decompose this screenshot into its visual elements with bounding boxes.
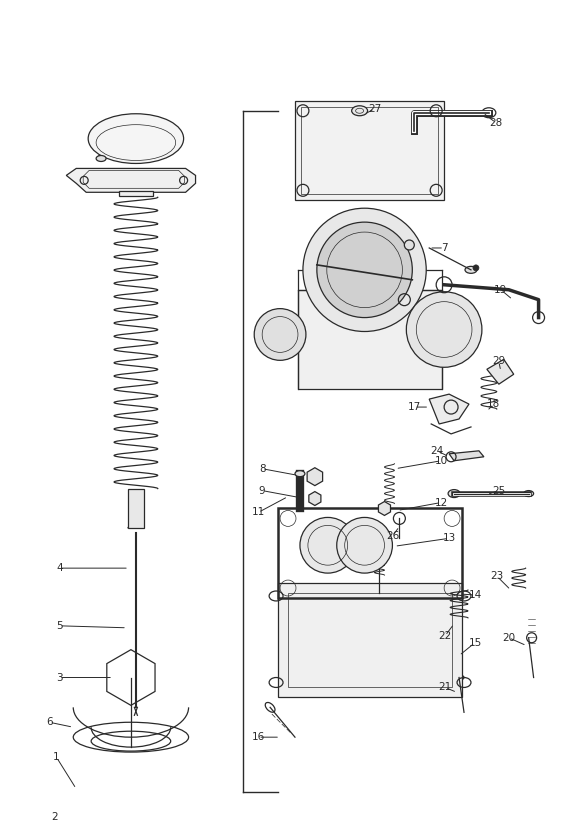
Bar — [301, 107, 438, 194]
Ellipse shape — [448, 489, 460, 498]
Text: 27: 27 — [368, 104, 381, 114]
Circle shape — [254, 309, 306, 360]
Bar — [298, 290, 442, 389]
Bar — [278, 508, 462, 598]
Polygon shape — [449, 451, 484, 461]
Polygon shape — [378, 502, 391, 516]
Text: 3: 3 — [56, 672, 62, 682]
Text: 2: 2 — [51, 812, 58, 822]
Text: 6: 6 — [46, 717, 52, 728]
Circle shape — [317, 222, 412, 317]
Text: 28: 28 — [489, 118, 503, 128]
Bar — [128, 489, 144, 528]
Text: 19: 19 — [494, 285, 507, 295]
Circle shape — [473, 265, 479, 271]
Circle shape — [300, 517, 356, 574]
Text: 26: 26 — [386, 531, 399, 541]
Text: 17: 17 — [408, 402, 421, 412]
Text: 22: 22 — [438, 630, 452, 641]
Polygon shape — [429, 394, 469, 424]
Text: 12: 12 — [434, 498, 448, 508]
Circle shape — [406, 292, 482, 368]
Ellipse shape — [482, 108, 496, 118]
Ellipse shape — [408, 127, 422, 134]
Ellipse shape — [96, 156, 106, 162]
Bar — [278, 583, 462, 697]
Text: 18: 18 — [487, 399, 500, 409]
Ellipse shape — [352, 105, 367, 115]
Polygon shape — [309, 492, 321, 505]
Text: 25: 25 — [492, 485, 505, 495]
Text: 7: 7 — [441, 243, 447, 253]
Polygon shape — [487, 359, 514, 384]
Circle shape — [337, 517, 392, 574]
Text: 21: 21 — [438, 682, 452, 692]
Ellipse shape — [524, 490, 533, 497]
Text: 24: 24 — [430, 446, 444, 456]
Text: 4: 4 — [56, 563, 62, 574]
Text: 9: 9 — [259, 485, 265, 495]
Text: 11: 11 — [252, 508, 265, 517]
Polygon shape — [119, 191, 153, 196]
Text: 1: 1 — [53, 752, 59, 762]
Text: 16: 16 — [252, 733, 265, 742]
Circle shape — [405, 240, 415, 250]
Ellipse shape — [465, 266, 477, 274]
Text: 10: 10 — [434, 456, 448, 466]
Text: 5: 5 — [56, 620, 62, 631]
Ellipse shape — [88, 114, 184, 163]
Bar — [288, 593, 452, 687]
Polygon shape — [66, 168, 195, 192]
Text: 15: 15 — [468, 638, 482, 648]
Text: 13: 13 — [442, 533, 456, 543]
Bar — [295, 101, 444, 200]
Text: 8: 8 — [259, 464, 265, 474]
Ellipse shape — [295, 471, 305, 476]
Text: 23: 23 — [490, 571, 504, 581]
Text: 14: 14 — [468, 590, 482, 600]
Polygon shape — [307, 468, 322, 485]
Text: 29: 29 — [492, 356, 505, 367]
Text: 20: 20 — [502, 633, 515, 643]
Circle shape — [303, 208, 426, 331]
